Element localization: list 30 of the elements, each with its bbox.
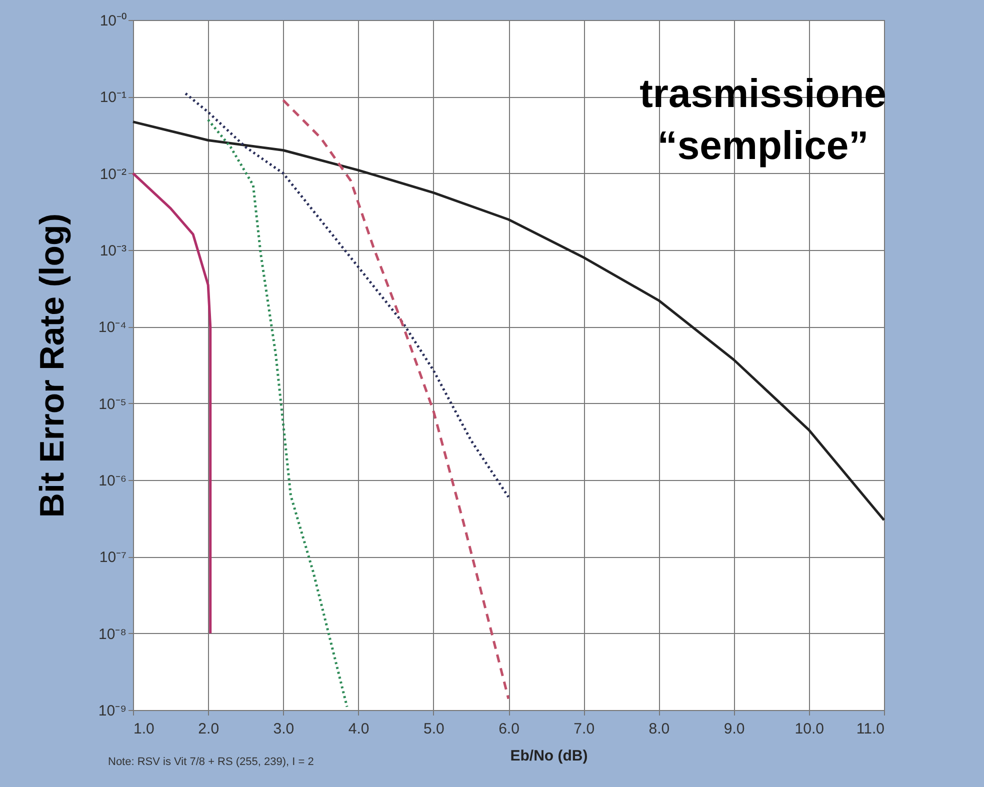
y-tick-label: 10⁻⁹: [98, 702, 126, 720]
x-tick-label: 6.0: [498, 720, 520, 738]
annotation: trasmissione “semplice”: [640, 72, 886, 168]
text: Note: RSV is Vit 7/8 + RS (255, 239), I = 2: [108, 756, 314, 768]
y-tick-label: 10⁻⁶: [98, 472, 126, 490]
y-axis-title: Bit Error Rate (log): [33, 213, 72, 518]
x-tick-label: 5.0: [423, 720, 444, 738]
x-tick-label: 7.0: [574, 720, 595, 738]
y-tick-label: 10⁻⁷: [99, 549, 126, 566]
x-tick-label: 11.0: [856, 720, 884, 738]
line-series: [184, 92, 510, 498]
x-tick-label: 3.0: [273, 720, 294, 738]
y-tick-label: 10⁻¹: [100, 89, 126, 106]
y-tick-label: 10⁻⁰: [100, 12, 126, 30]
line-series: [206, 118, 348, 708]
line-series: [132, 172, 212, 635]
x-tick-label: 9.0: [724, 720, 745, 738]
x-axis-title: Eb/No (dB): [510, 748, 588, 764]
y-tick-label: 10⁻⁴: [98, 319, 126, 336]
x-tick-label: 4.0: [348, 720, 370, 738]
line-series: [282, 98, 510, 700]
x-tick-label: 8.0: [648, 720, 670, 738]
line-series: [132, 120, 886, 522]
y-tick-label: 10⁻⁸: [98, 626, 126, 643]
y-tick-label: 10⁻²: [100, 166, 126, 183]
x-tick-label: 10.0: [794, 720, 824, 738]
x-tick-label: 1.0: [134, 720, 154, 738]
y-tick-label: 10⁻³: [100, 242, 126, 260]
y-tick-label: 10⁻⁵: [98, 396, 126, 413]
x-tick-label: 2.0: [198, 720, 220, 738]
